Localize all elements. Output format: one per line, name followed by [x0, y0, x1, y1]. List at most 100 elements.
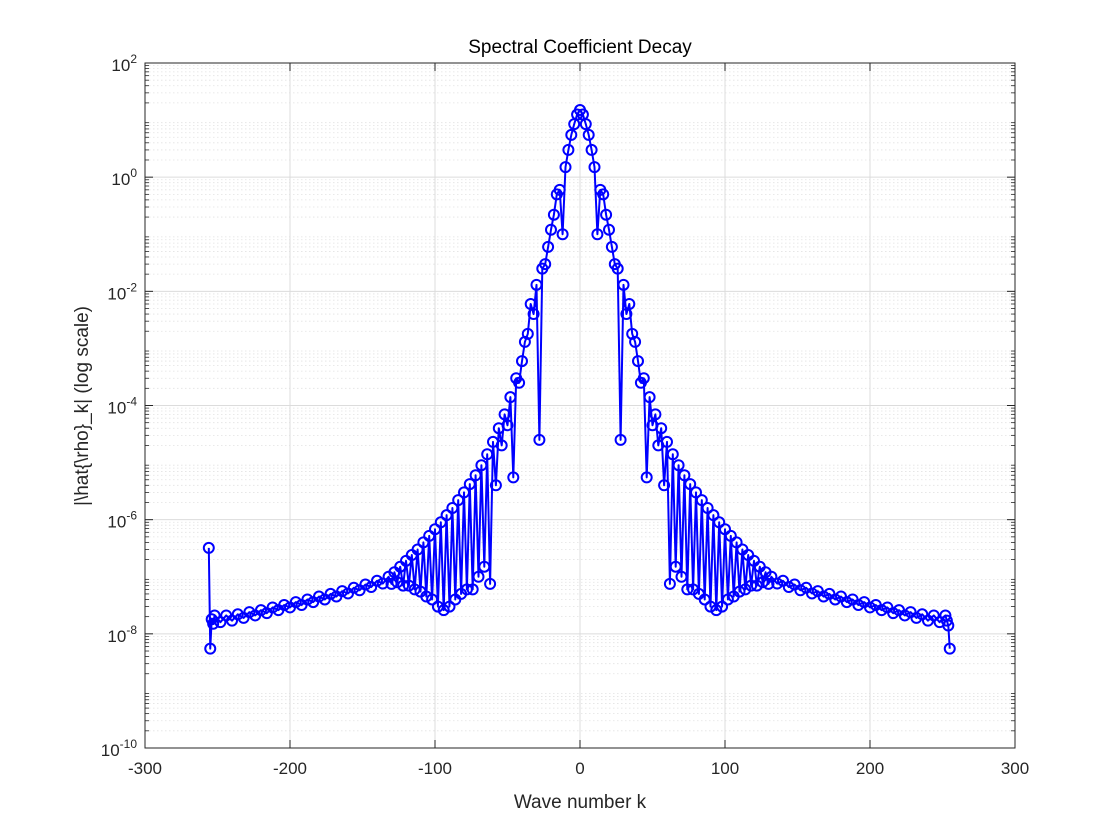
y-tick-label: 100 — [111, 166, 137, 189]
data-point — [898, 609, 911, 622]
x-tick-label: 0 — [575, 759, 584, 778]
data-point — [605, 240, 618, 253]
data-point — [527, 308, 540, 321]
data-point — [452, 494, 465, 507]
data-point — [466, 583, 479, 596]
data-point — [484, 577, 497, 590]
data-point — [371, 574, 383, 587]
data-point — [614, 433, 627, 446]
data-point — [214, 616, 227, 629]
data-point — [661, 435, 673, 448]
data-point — [672, 459, 685, 472]
data-point — [420, 590, 433, 603]
data-point — [243, 606, 256, 619]
y-tick-label: 10-8 — [107, 623, 137, 646]
data-point — [713, 516, 726, 529]
data-point — [208, 609, 221, 622]
data-point — [649, 408, 662, 421]
data-point — [559, 161, 572, 174]
data-point — [408, 583, 421, 596]
data-point — [864, 601, 876, 614]
data-point — [521, 327, 534, 340]
data-point — [411, 543, 424, 556]
data-point — [579, 118, 592, 131]
y-tick-labels: 102 100 10-2 10-4 10-6 10-8 10-10 — [101, 52, 138, 760]
x-tick-label: -100 — [418, 759, 452, 778]
data-point — [678, 469, 691, 482]
data-point — [643, 391, 656, 404]
data-point — [591, 228, 604, 241]
data-point — [545, 223, 557, 236]
data-point — [475, 459, 488, 472]
data-point — [927, 609, 940, 622]
data-point — [663, 577, 676, 590]
data-point — [507, 471, 520, 484]
data-point — [669, 560, 682, 573]
data-point — [347, 581, 360, 594]
tick-marks — [144, 62, 1016, 749]
data-point — [626, 327, 639, 340]
data-point — [684, 478, 697, 491]
y-tick-label: 10-2 — [107, 280, 137, 303]
data-point — [695, 494, 708, 507]
data-point — [547, 208, 560, 221]
data-point — [681, 583, 694, 596]
data-point — [762, 577, 775, 590]
data-point — [423, 529, 436, 542]
chart-title: Spectral Coefficient Decay — [468, 37, 692, 58]
data-point — [434, 516, 447, 529]
data-point — [707, 509, 720, 522]
data-point — [829, 593, 842, 606]
data-point — [771, 577, 784, 590]
data-point — [429, 523, 441, 536]
y-tick-label: 10-10 — [101, 737, 138, 760]
data-point — [204, 642, 217, 655]
data-point — [875, 604, 888, 617]
data-point — [463, 478, 476, 491]
data-point — [942, 619, 955, 632]
data-point — [460, 583, 473, 596]
x-tick-label: -200 — [273, 759, 307, 778]
data-point — [623, 298, 636, 310]
data-point — [504, 391, 517, 404]
data-point — [289, 596, 302, 609]
data-point — [701, 502, 714, 515]
data-point — [658, 479, 671, 492]
data-point — [336, 585, 349, 598]
data-point — [443, 600, 456, 613]
data-point — [640, 471, 653, 484]
data-point — [446, 502, 459, 515]
data-point — [516, 355, 528, 368]
data-point — [852, 599, 865, 611]
y-tick-label: 102 — [111, 52, 137, 75]
data-point — [278, 599, 291, 611]
data-point — [376, 577, 389, 590]
data-point — [202, 541, 215, 554]
y-axis-label: |\hat{\rho}_k| (log scale) — [72, 306, 93, 506]
data-point — [440, 509, 453, 522]
data-point — [603, 223, 615, 236]
data-point — [698, 593, 711, 606]
data-point — [513, 376, 526, 389]
data-point — [806, 587, 818, 600]
data-point — [582, 128, 595, 141]
data-point — [943, 642, 956, 655]
data-point — [666, 448, 679, 461]
data-point — [359, 578, 372, 591]
data-point — [553, 183, 566, 196]
y-tick-label: 10-6 — [107, 509, 137, 532]
data-point — [391, 576, 404, 589]
x-tick-label: -300 — [128, 759, 162, 778]
data-point — [716, 600, 729, 613]
x-tick-label: 100 — [711, 759, 739, 778]
data-point — [501, 419, 514, 432]
data-point — [794, 584, 807, 597]
data-point — [597, 188, 610, 201]
data-point — [617, 278, 630, 291]
data-point — [313, 590, 325, 603]
data-point — [887, 607, 900, 620]
data-point — [562, 143, 575, 156]
data-point — [472, 570, 485, 583]
data-point — [207, 617, 220, 630]
